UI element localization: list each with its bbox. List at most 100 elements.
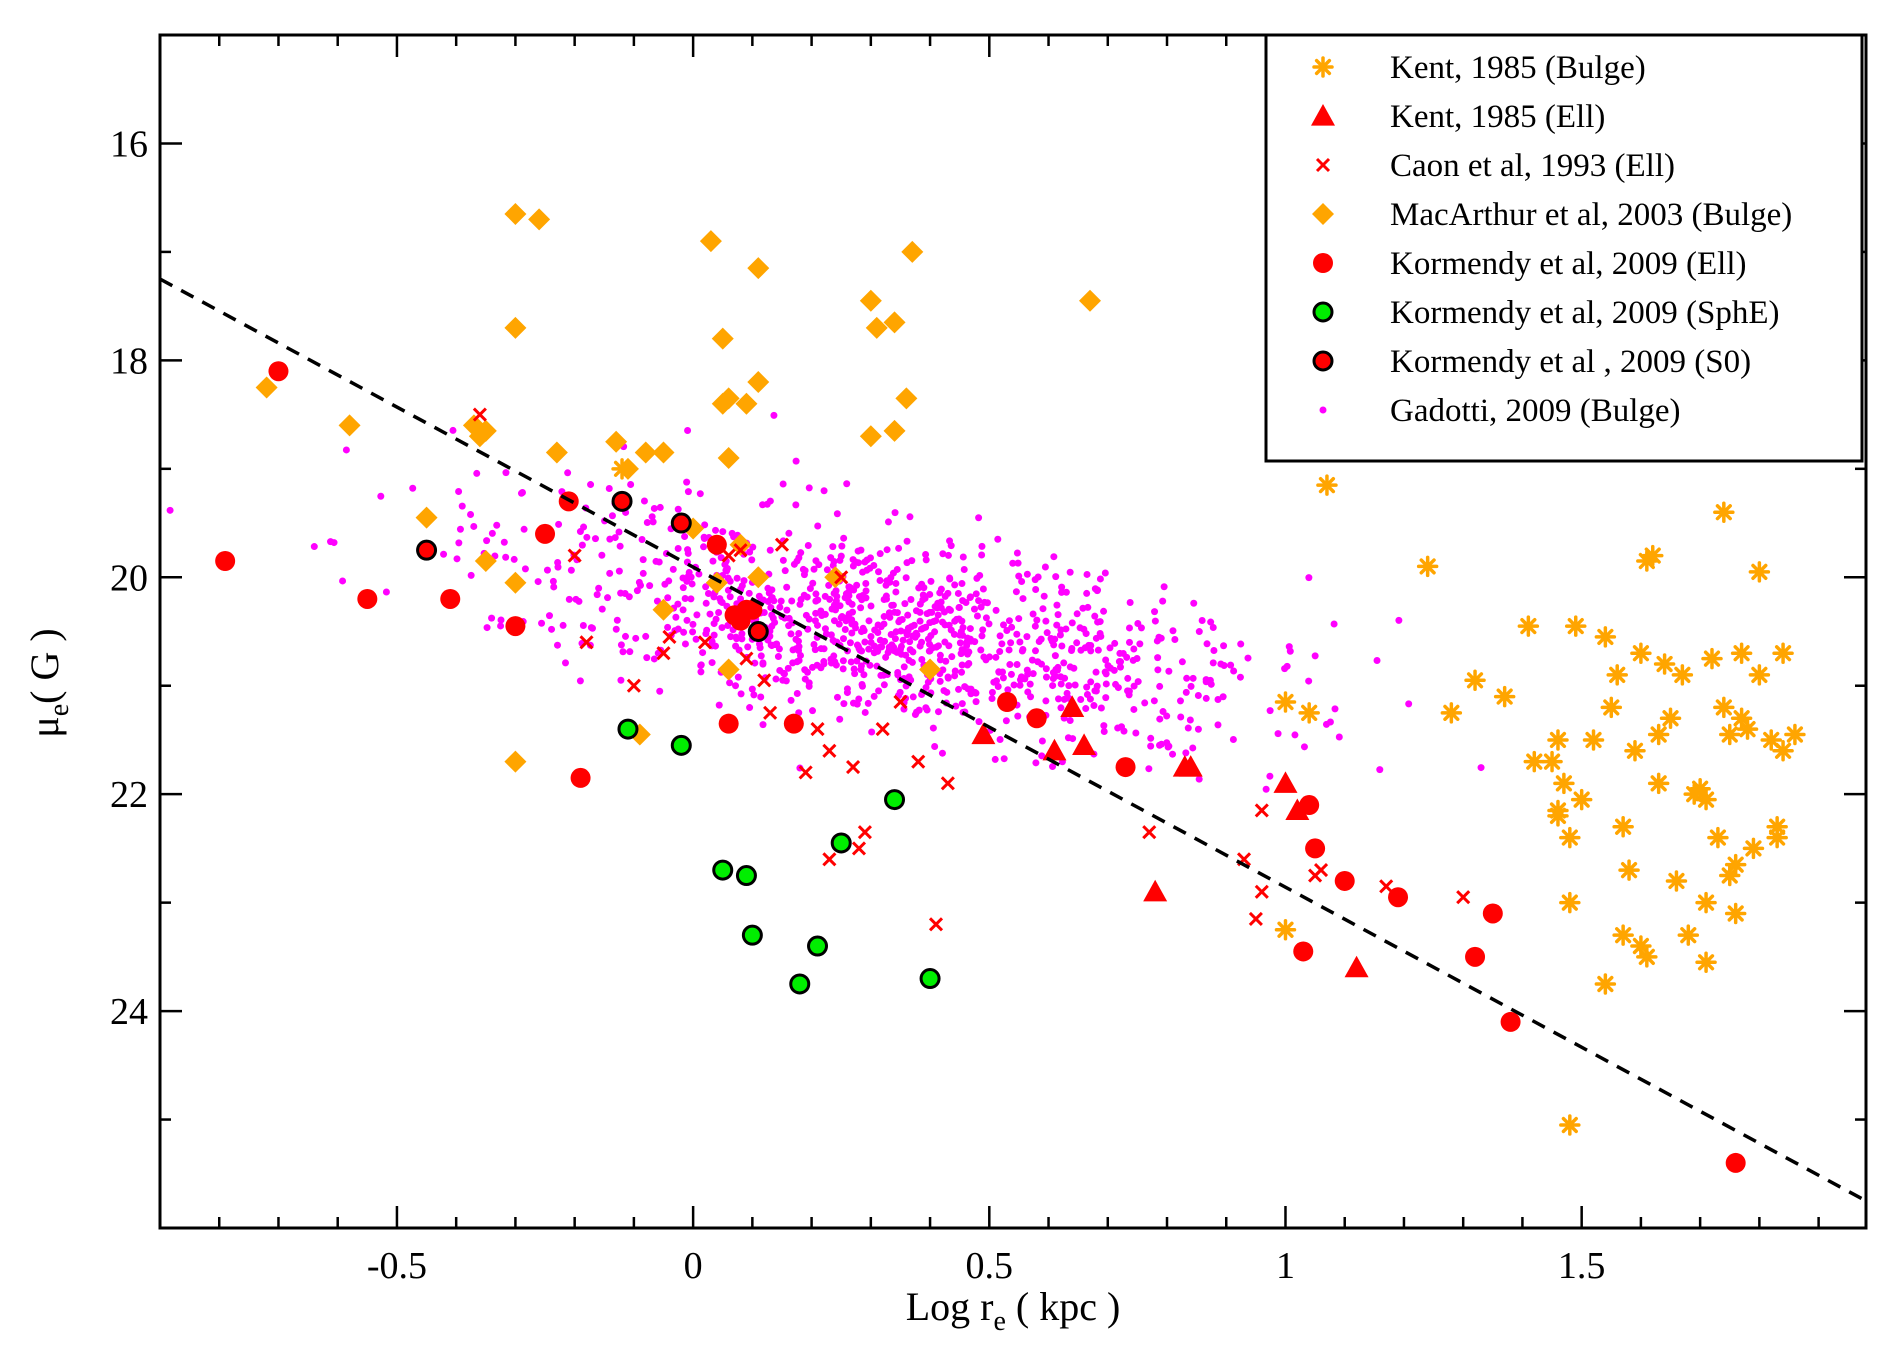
data-point-gadotti-bulge <box>970 605 978 613</box>
data-point-gadotti-bulge <box>1037 635 1045 643</box>
y-tick-label: 16 <box>110 123 148 165</box>
data-point-kormendy-ell <box>1293 941 1314 962</box>
legend-marker-kormendy-s0 <box>1312 350 1334 372</box>
data-point-kent-bulge <box>1636 946 1658 968</box>
data-point-gadotti-bulge <box>838 542 846 550</box>
data-point-gadotti-bulge <box>339 577 347 585</box>
data-point-gadotti-bulge <box>702 599 710 607</box>
data-point-gadotti-bulge <box>1114 684 1122 692</box>
data-point-macarthur-bulge <box>711 327 734 350</box>
data-point-gadotti-bulge <box>1058 583 1066 591</box>
data-point-gadotti-bulge <box>1129 656 1137 664</box>
data-point-kent-bulge <box>1594 973 1617 995</box>
data-point-gadotti-bulge <box>959 624 967 632</box>
data-point-gadotti-bulge <box>805 484 813 492</box>
data-point-gadotti-bulge <box>456 525 464 533</box>
data-point-gadotti-bulge <box>958 661 966 669</box>
data-point-gadotti-bulge <box>847 658 855 666</box>
data-point-kent-bulge <box>1736 718 1759 740</box>
data-point-gadotti-bulge <box>650 655 658 663</box>
data-point-kormendy-ell <box>718 713 739 734</box>
data-point-gadotti-bulge <box>724 574 732 582</box>
data-point-gadotti-bulge <box>1178 658 1186 666</box>
data-point-gadotti-bulge <box>768 611 776 619</box>
data-point-gadotti-bulge <box>611 534 619 542</box>
data-point-gadotti-bulge <box>1285 643 1293 651</box>
data-point-gadotti-bulge <box>749 543 757 551</box>
legend-box <box>1264 33 1864 463</box>
data-point-gadotti-bulge <box>1311 652 1319 660</box>
data-point-gadotti-bulge <box>840 700 848 708</box>
data-point-kent-bulge <box>1707 826 1729 849</box>
data-point-gadotti-bulge <box>701 521 709 529</box>
data-point-gadotti-bulge <box>1125 624 1133 632</box>
y-tick-label: 20 <box>110 557 148 599</box>
data-point-gadotti-bulge <box>1016 681 1024 689</box>
data-point-kent-bulge <box>1547 805 1569 827</box>
series-kent-ell <box>971 695 1369 978</box>
data-point-gadotti-bulge <box>1049 682 1057 690</box>
legend-label: Kormendy et al, 2009 (SphE) <box>1390 295 1780 331</box>
data-point-gadotti-bulge <box>706 610 714 618</box>
data-point-gadotti-bulge <box>995 668 1003 676</box>
data-point-gadotti-bulge <box>1194 691 1202 699</box>
data-point-kent-bulge <box>1713 501 1735 523</box>
data-point-gadotti-bulge <box>936 656 944 664</box>
data-point-kent-bulge <box>1677 924 1700 946</box>
data-point-kent-bulge <box>1748 561 1771 583</box>
data-point-gadotti-bulge <box>1003 627 1011 635</box>
data-point-gadotti-bulge <box>1189 674 1197 682</box>
data-point-kormendy-ell <box>357 588 378 609</box>
data-point-gadotti-bulge <box>689 620 697 628</box>
data-point-gadotti-bulge <box>809 707 817 715</box>
data-point-kormendy-s0 <box>747 621 769 642</box>
data-point-gadotti-bulge <box>1058 642 1066 650</box>
data-point-gadotti-bulge <box>857 628 865 636</box>
data-point-gadotti-bulge <box>1156 682 1164 690</box>
data-point-gadotti-bulge <box>875 687 883 695</box>
data-point-gadotti-bulge <box>779 556 787 564</box>
data-point-gadotti-bulge <box>1274 730 1282 738</box>
data-point-gadotti-bulge <box>918 656 926 664</box>
data-point-gadotti-bulge <box>772 675 780 683</box>
data-point-gadotti-bulge <box>871 626 879 634</box>
data-point-gadotti-bulge <box>843 480 851 488</box>
data-point-gadotti-bulge <box>857 666 865 674</box>
data-point-gadotti-bulge <box>789 659 797 667</box>
data-point-kent-bulge <box>1517 615 1540 637</box>
data-point-gadotti-bulge <box>1083 683 1091 691</box>
data-point-caon-ell <box>733 543 748 558</box>
data-point-gadotti-bulge <box>1134 678 1142 686</box>
data-point-gadotti-bulge <box>895 544 903 552</box>
data-point-gadotti-bulge <box>1326 718 1334 726</box>
data-point-gadotti-bulge <box>545 612 553 620</box>
data-point-kormendy-s0 <box>611 490 633 512</box>
data-point-gadotti-bulge <box>884 649 892 657</box>
data-point-kent-bulge <box>1766 815 1788 838</box>
data-point-gadotti-bulge <box>617 641 625 649</box>
data-point-gadotti-bulge <box>715 608 723 616</box>
data-point-gadotti-bulge <box>848 600 856 608</box>
data-point-gadotti-bulge <box>467 510 475 518</box>
data-point-gadotti-bulge <box>342 446 350 454</box>
data-point-gadotti-bulge <box>744 643 752 651</box>
data-point-gadotti-bulge <box>1042 617 1050 625</box>
data-point-gadotti-bulge <box>1092 687 1100 695</box>
data-point-gadotti-bulge <box>1068 619 1076 627</box>
data-point-gadotti-bulge <box>1237 640 1245 648</box>
data-point-macarthur-bulge <box>919 658 942 681</box>
data-point-gadotti-bulge <box>704 589 712 597</box>
data-point-gadotti-bulge <box>1190 599 1198 607</box>
data-point-gadotti-bulge <box>836 602 844 610</box>
data-point-gadotti-bulge <box>710 631 718 639</box>
data-point-gadotti-bulge <box>831 658 839 666</box>
data-point-gadotti-bulge <box>1083 589 1091 597</box>
data-point-gadotti-bulge <box>951 617 959 625</box>
data-point-gadotti-bulge <box>1100 607 1108 615</box>
data-point-kent-bulge <box>1624 740 1646 762</box>
data-point-gadotti-bulge <box>1013 549 1021 557</box>
data-point-gadotti-bulge <box>553 641 561 649</box>
data-point-gadotti-bulge <box>449 426 457 434</box>
data-point-gadotti-bulge <box>680 628 688 636</box>
data-point-gadotti-bulge <box>814 522 822 530</box>
